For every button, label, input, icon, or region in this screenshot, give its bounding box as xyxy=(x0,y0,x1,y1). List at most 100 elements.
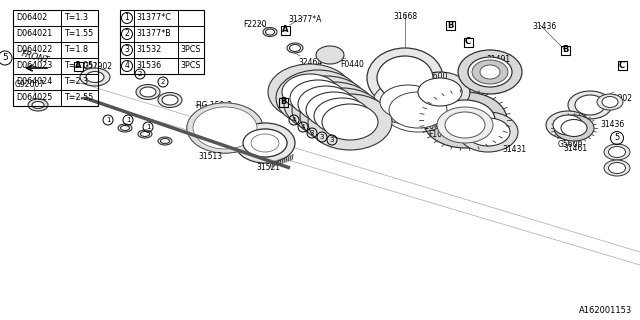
Text: A162001153: A162001153 xyxy=(579,306,632,315)
Text: 3: 3 xyxy=(330,137,334,143)
Text: D064024: D064024 xyxy=(16,77,52,86)
Ellipse shape xyxy=(187,103,263,153)
Text: C: C xyxy=(465,37,471,46)
Text: 4: 4 xyxy=(292,117,296,123)
Ellipse shape xyxy=(80,68,110,86)
Ellipse shape xyxy=(468,57,512,87)
Ellipse shape xyxy=(161,139,170,143)
Text: FIG.150-3: FIG.150-3 xyxy=(195,115,232,124)
Ellipse shape xyxy=(243,129,287,157)
Text: C: C xyxy=(619,60,625,69)
Ellipse shape xyxy=(292,82,376,138)
Ellipse shape xyxy=(86,71,104,83)
Text: 2: 2 xyxy=(138,71,142,77)
Ellipse shape xyxy=(263,28,277,36)
Text: B: B xyxy=(280,98,286,107)
Ellipse shape xyxy=(268,64,352,120)
Text: T=2.55: T=2.55 xyxy=(64,93,93,102)
Text: 31513: 31513 xyxy=(198,152,222,161)
Ellipse shape xyxy=(568,91,612,119)
Text: D064023: D064023 xyxy=(16,61,52,70)
Text: D064022: D064022 xyxy=(16,45,52,54)
Text: 31668: 31668 xyxy=(393,12,417,21)
Text: B: B xyxy=(562,45,568,54)
Ellipse shape xyxy=(609,147,625,157)
Bar xyxy=(278,98,287,107)
Ellipse shape xyxy=(604,160,630,176)
Text: 31377*C: 31377*C xyxy=(136,13,171,22)
Ellipse shape xyxy=(158,92,182,108)
Bar xyxy=(463,37,472,46)
Ellipse shape xyxy=(158,137,172,145)
Ellipse shape xyxy=(466,118,510,146)
Text: 30487: 30487 xyxy=(418,92,442,101)
Ellipse shape xyxy=(141,132,150,137)
Bar xyxy=(13,10,98,106)
Text: 3PCS: 3PCS xyxy=(180,61,200,70)
Ellipse shape xyxy=(322,104,378,140)
Text: 5: 5 xyxy=(2,53,8,62)
Ellipse shape xyxy=(136,84,160,100)
Ellipse shape xyxy=(193,107,257,149)
Text: D06402: D06402 xyxy=(16,13,47,22)
Ellipse shape xyxy=(316,46,344,64)
Ellipse shape xyxy=(282,74,338,110)
Text: 3PCS: 3PCS xyxy=(180,45,200,54)
Text: F2220: F2220 xyxy=(243,20,267,29)
Text: 31461: 31461 xyxy=(563,144,587,153)
Text: 1: 1 xyxy=(106,117,110,123)
Text: 31521: 31521 xyxy=(256,163,280,172)
Text: 1: 1 xyxy=(125,13,129,22)
Ellipse shape xyxy=(140,87,156,97)
Ellipse shape xyxy=(276,70,360,126)
Ellipse shape xyxy=(28,99,48,111)
Ellipse shape xyxy=(266,29,275,35)
Text: G52902: G52902 xyxy=(603,94,633,103)
Bar xyxy=(445,20,454,29)
Ellipse shape xyxy=(435,100,495,140)
Ellipse shape xyxy=(138,130,152,138)
Ellipse shape xyxy=(437,107,493,143)
Ellipse shape xyxy=(235,123,295,163)
Text: G5600: G5600 xyxy=(422,72,448,81)
Text: 1: 1 xyxy=(125,117,131,123)
Text: 31536: 31536 xyxy=(136,61,161,70)
Ellipse shape xyxy=(162,95,178,105)
Text: F1950: F1950 xyxy=(413,117,437,126)
Ellipse shape xyxy=(187,103,263,153)
Text: T=1.8: T=1.8 xyxy=(64,45,88,54)
Ellipse shape xyxy=(290,80,346,116)
Bar xyxy=(280,26,289,35)
Text: T=1.55: T=1.55 xyxy=(64,29,93,38)
Ellipse shape xyxy=(367,48,443,108)
Ellipse shape xyxy=(597,94,623,110)
Text: 31567: 31567 xyxy=(368,102,392,111)
Ellipse shape xyxy=(289,44,301,52)
Bar xyxy=(561,45,570,54)
Text: 4: 4 xyxy=(125,61,129,70)
Ellipse shape xyxy=(458,50,522,94)
Text: G52902: G52902 xyxy=(83,62,113,71)
Text: T=2.3: T=2.3 xyxy=(64,77,88,86)
Text: 31431: 31431 xyxy=(502,145,526,154)
Text: 2: 2 xyxy=(125,29,129,38)
Text: G5600: G5600 xyxy=(557,140,582,149)
Ellipse shape xyxy=(575,95,605,115)
Ellipse shape xyxy=(380,85,436,119)
Ellipse shape xyxy=(480,65,500,79)
Ellipse shape xyxy=(373,80,443,124)
Bar xyxy=(120,10,204,74)
Ellipse shape xyxy=(546,111,590,139)
Text: D064021: D064021 xyxy=(16,29,52,38)
Text: 5: 5 xyxy=(614,133,620,142)
Ellipse shape xyxy=(298,86,354,122)
Ellipse shape xyxy=(609,163,625,173)
Ellipse shape xyxy=(389,92,447,128)
Ellipse shape xyxy=(458,112,518,152)
Text: B: B xyxy=(447,20,453,29)
Text: 2: 2 xyxy=(161,79,165,85)
Ellipse shape xyxy=(561,119,587,137)
Ellipse shape xyxy=(118,124,132,132)
Text: G92007: G92007 xyxy=(15,80,45,89)
Text: T=2.05: T=2.05 xyxy=(64,61,93,70)
